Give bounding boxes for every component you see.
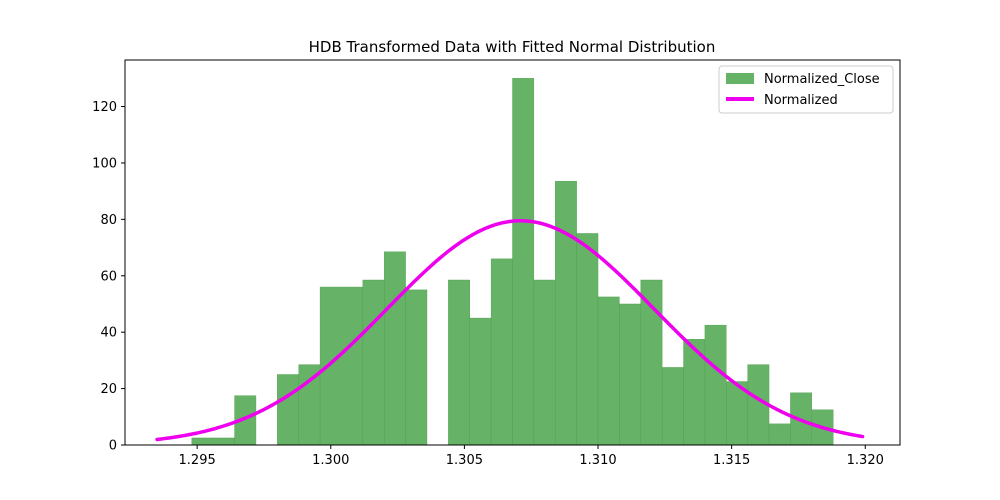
y-tick-label: 120 [92,100,117,115]
histogram-bar [768,423,791,446]
y-tick-label: 80 [100,213,117,228]
x-tick-label: 1.305 [446,453,483,468]
histogram-bar [512,78,535,446]
y-tick-label: 60 [100,269,117,284]
legend-swatch-normalized-close [726,73,754,84]
histogram-bar [597,296,620,446]
histogram-bar [661,367,684,446]
histogram-bar [277,374,299,446]
chart-title: HDB Transformed Data with Fitted Normal … [309,38,716,56]
legend: Normalized_Close Normalized [718,65,894,114]
histogram-bar [576,233,599,446]
y-tick-label: 100 [92,156,117,171]
histogram-bar [405,289,428,446]
histogram-bar [619,303,641,446]
x-tick-label: 1.310 [579,453,616,468]
x-axis: 1.295 1.300 1.305 1.310 1.315 1.320 [179,445,884,468]
y-tick-label: 20 [100,382,117,397]
legend-label-normalized: Normalized [764,93,838,108]
plot-frame [124,59,901,446]
legend-box [718,65,894,114]
x-tick-label: 1.295 [179,453,216,468]
y-axis: 0 20 40 60 80 100 120 [92,100,125,454]
y-tick-label: 40 [100,326,117,341]
curve-layer [155,219,865,442]
y-tick-label: 0 [109,439,117,454]
legend-label-normalized-close: Normalized_Close [764,72,880,87]
x-tick-label: 1.320 [847,453,884,468]
histogram-bar [384,251,406,446]
histogram-bar [704,324,727,446]
x-tick-label: 1.300 [312,453,349,468]
histogram-bar [469,317,492,446]
histogram-bar [555,181,577,446]
x-tick-label: 1.315 [713,453,750,468]
histogram-bar [448,279,470,446]
histogram-bar [490,258,513,446]
histogram-bar [191,437,235,446]
histogram-bar [362,279,385,446]
fitted-normal-curve [155,219,865,442]
histogram-bar [533,279,556,446]
